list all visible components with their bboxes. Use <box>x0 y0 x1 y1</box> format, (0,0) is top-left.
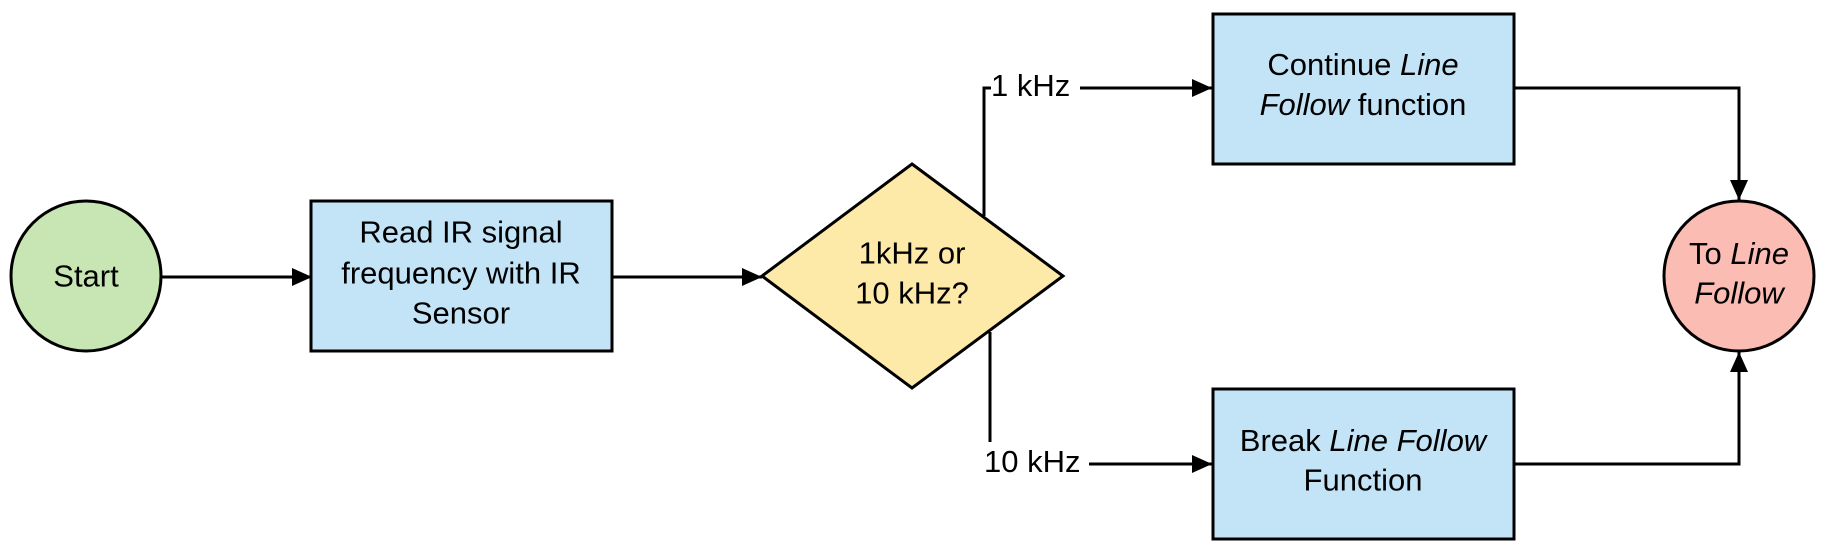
start-node: Start <box>9 199 163 353</box>
end-circle <box>1662 199 1816 353</box>
end-line-2: Follow <box>1694 276 1786 311</box>
continue-line-follow-node: Continue Line Follow function <box>1211 12 1516 166</box>
continue-line-1: Continue Line <box>1267 47 1458 82</box>
continue-box <box>1211 12 1516 166</box>
frequency-decision-node: 1kHz or 10 kHz? <box>759 162 1066 390</box>
read-ir-box <box>309 199 614 353</box>
start-label: Start <box>53 259 119 294</box>
decision-line-2: 10 kHz? <box>855 276 969 311</box>
read-ir-line-3: Sensor <box>412 296 510 331</box>
read-ir-process-node: Read IR signal frequency with IR Sensor <box>309 199 614 353</box>
end-node: To Line Follow <box>1662 199 1816 353</box>
end-line-1: To Line <box>1689 236 1789 271</box>
start-circle <box>9 199 163 353</box>
decision-line-1: 1kHz or <box>859 236 966 271</box>
edge-label-10khz: 10 kHz <box>984 444 1080 479</box>
edge-continue-to-end <box>1514 86 1748 200</box>
break-line-1: Break Line Follow <box>1240 423 1489 458</box>
break-line-2: Function <box>1304 463 1423 498</box>
break-line-follow-node: Break Line Follow Function <box>1211 387 1516 541</box>
edge-label-1khz: 1 kHz <box>991 68 1070 103</box>
edge-decision-to-continue-vertical <box>982 86 991 216</box>
read-ir-line-2: frequency with IR <box>341 256 581 291</box>
edge-break-to-end <box>1514 352 1748 466</box>
read-ir-line-1: Read IR signal <box>359 215 562 250</box>
break-box <box>1211 387 1516 541</box>
continue-line-2: Follow function <box>1260 87 1467 122</box>
edges <box>162 79 1748 473</box>
decision-diamond <box>759 162 1066 390</box>
